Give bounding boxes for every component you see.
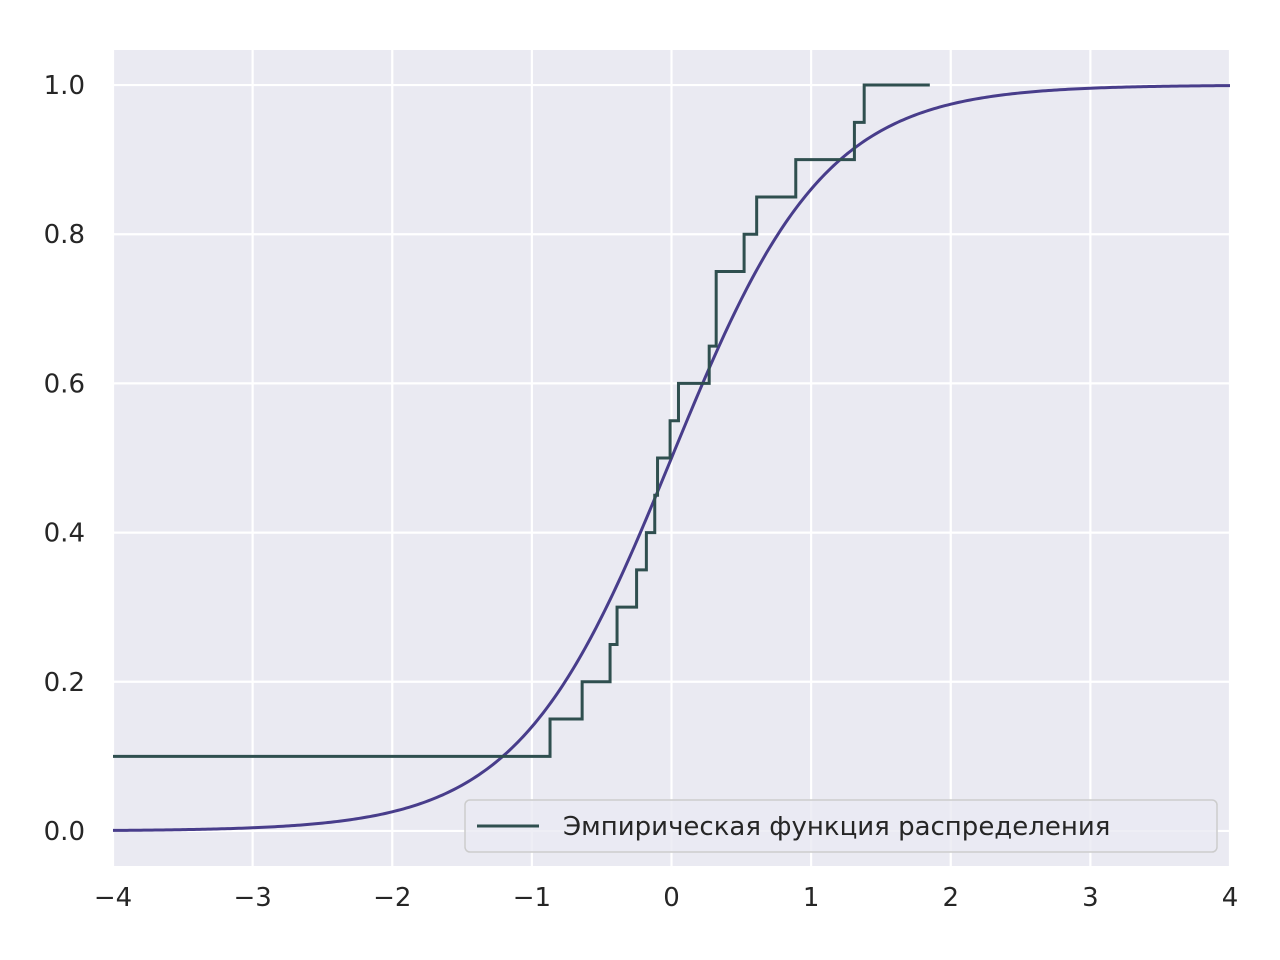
x-tick-label: −1 — [513, 883, 551, 913]
x-tick-label: 1 — [803, 883, 820, 913]
x-tick-label: 3 — [1082, 883, 1099, 913]
x-tick-label: 0 — [663, 883, 680, 913]
x-tick-label: −3 — [233, 883, 271, 913]
legend: Эмпирическая функция распределения — [464, 799, 1218, 853]
y-tick-label: 0.0 — [44, 817, 85, 847]
y-tick-label: 0.2 — [44, 668, 85, 698]
axis-tick-labels: −4 −3 −2 −1 0 1 2 3 4 0.0 0.2 0.4 0.6 0.8 1.0 — [44, 71, 1239, 913]
ecdf-step-line — [113, 83, 930, 758]
x-tick-label: −2 — [373, 883, 411, 913]
x-tick-label: 4 — [1222, 883, 1239, 913]
y-tick-label: 1.0 — [44, 71, 85, 101]
x-tick-label: 2 — [942, 883, 959, 913]
series-layer — [112, 83, 1231, 832]
legend-box — [464, 799, 1218, 853]
y-tick-label: 0.8 — [44, 220, 85, 250]
y-tick-label: 0.4 — [44, 519, 85, 549]
y-tick-label: 0.6 — [44, 369, 85, 399]
legend-label-ecdf: Эмпирическая функция распределения — [563, 812, 1110, 842]
x-tick-label: −4 — [94, 883, 132, 913]
